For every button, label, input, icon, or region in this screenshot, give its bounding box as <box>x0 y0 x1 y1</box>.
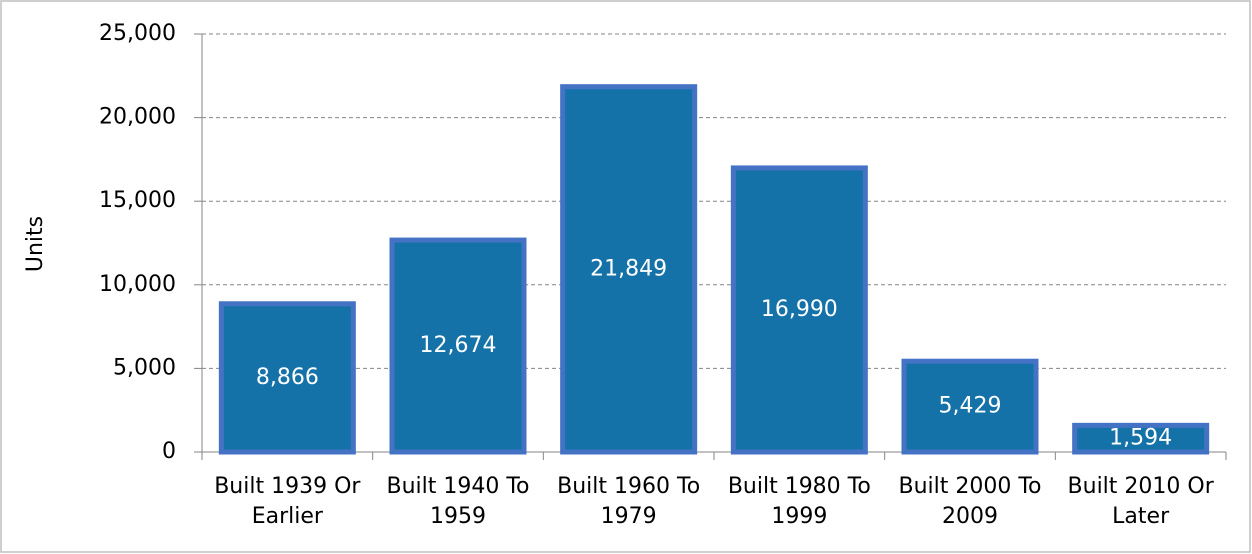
y-tick-label: 5,000 <box>113 355 176 380</box>
bar <box>730 165 868 455</box>
x-tick-label: Built 1980 To 1999 <box>727 474 871 529</box>
value-label: 16,990 <box>761 297 838 322</box>
x-tick-label: Built 2000 To 2009 <box>898 474 1042 529</box>
bar <box>389 237 527 455</box>
y-tick-label: 15,000 <box>99 188 176 213</box>
value-label: 21,849 <box>590 256 667 281</box>
y-tick-label: 0 <box>162 439 176 464</box>
x-tick-label: Built 2010 Or Later <box>1067 474 1214 529</box>
y-tick-label: 20,000 <box>99 105 176 130</box>
value-label: 1,594 <box>1109 426 1172 451</box>
y-tick-label: 10,000 <box>99 272 176 297</box>
value-label: 8,866 <box>256 365 319 390</box>
y-axis-label: Units <box>23 216 48 272</box>
bar <box>1072 422 1210 455</box>
y-tick-label: 25,000 <box>99 21 176 46</box>
x-tick-label: Built 1940 To 1959 <box>386 474 530 529</box>
bar <box>218 301 356 455</box>
value-label: 5,429 <box>939 394 1002 419</box>
x-tick-label: Built 1960 To 1979 <box>557 474 701 529</box>
x-tick-label: Built 1939 Or Earlier <box>214 474 361 529</box>
bar <box>901 358 1039 455</box>
bar <box>560 84 698 455</box>
value-label: 12,674 <box>420 333 497 358</box>
